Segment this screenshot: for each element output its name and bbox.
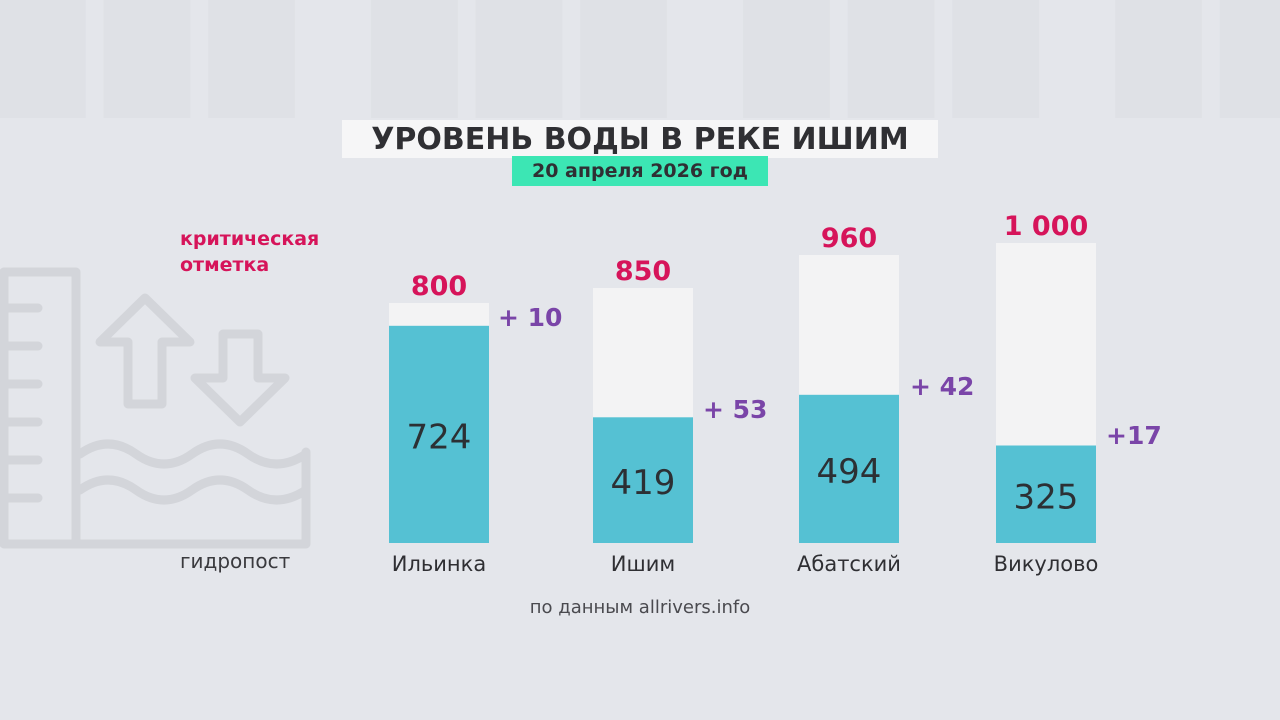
station-legend: гидропост (180, 549, 291, 573)
delta-value-label: +17 (1106, 421, 1162, 450)
background-decoration: ███ ███ ███ ███ ███ (0, 0, 1280, 118)
station-name-label: Ильинка (392, 552, 486, 576)
critical-value-label: 800 (411, 271, 467, 302)
source-note: по данным allrivers.info (529, 597, 751, 618)
delta-value-label: + 53 (703, 395, 767, 424)
title-box: УРОВЕНЬ ВОДЫ В РЕКЕ ИШИМ (342, 120, 938, 158)
delta-value-label: + 42 (910, 372, 974, 401)
chart-subtitle: 20 апреля 2026 год (531, 160, 749, 182)
station-name-label: Викулово (994, 552, 1099, 576)
chart-title: УРОВЕНЬ ВОДЫ В РЕКЕ ИШИМ (371, 121, 909, 157)
critical-value-label: 1 000 (1004, 211, 1089, 242)
delta-value-label: + 10 (498, 303, 562, 332)
level-value-label: 325 (1014, 477, 1079, 517)
water-level-gauge-icon (0, 267, 311, 549)
level-value-label: 494 (817, 452, 882, 492)
level-bar-3 (799, 394, 899, 543)
subtitle-box: 20 апреля 2026 год (512, 156, 768, 186)
level-bar-2 (593, 417, 693, 543)
critical-value-label: 960 (821, 223, 877, 254)
station-name-label: Абатский (797, 552, 901, 576)
level-bar-4 (996, 445, 1096, 543)
level-bar-1 (389, 325, 489, 543)
station-name-label: Ишим (611, 552, 675, 576)
level-value-label: 724 (407, 417, 472, 457)
critical-value-label: 850 (615, 256, 671, 287)
critical-mark-legend: критическая отметка (180, 228, 320, 276)
level-value-label: 419 (611, 463, 676, 503)
